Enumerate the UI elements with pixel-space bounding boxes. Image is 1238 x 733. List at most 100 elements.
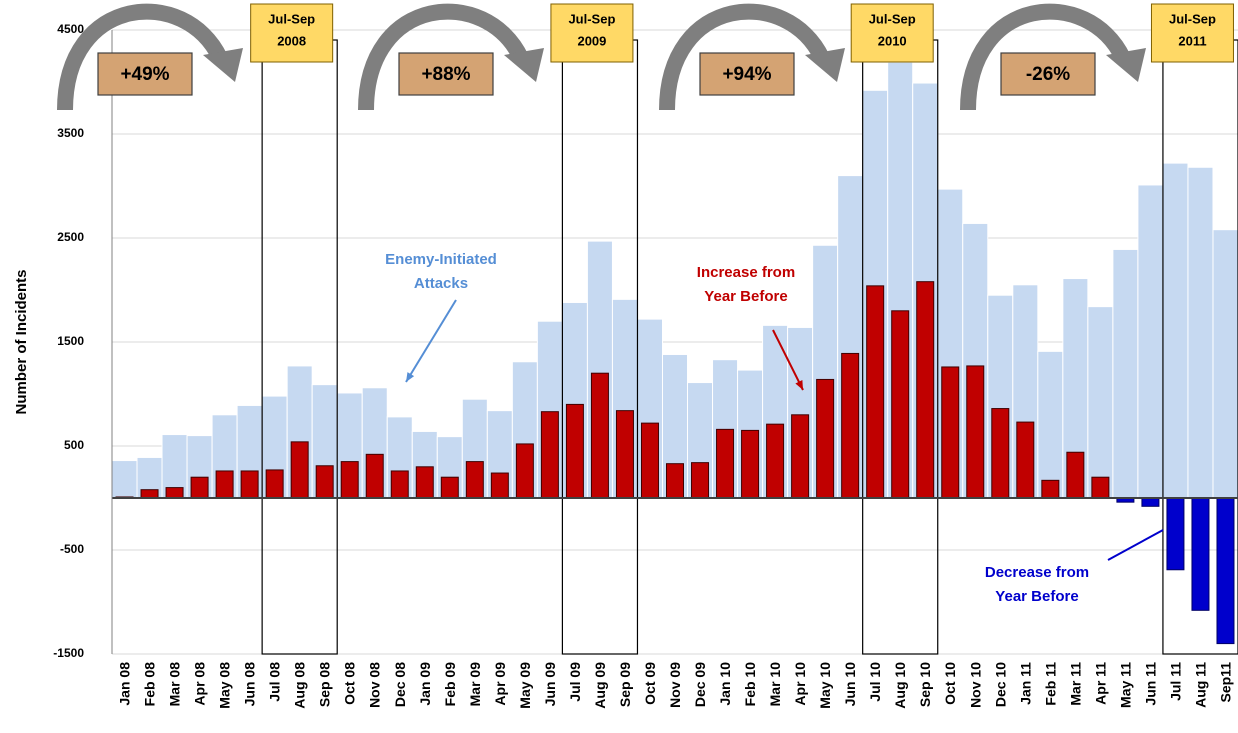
x-tick-label: Apr 08 bbox=[192, 662, 208, 706]
x-tick-label: Nov 10 bbox=[967, 662, 983, 708]
annotation-leader bbox=[1107, 529, 1164, 561]
bar bbox=[165, 487, 184, 499]
bar bbox=[766, 423, 785, 499]
bar bbox=[215, 470, 234, 499]
bar bbox=[916, 281, 935, 499]
x-tick-label: Aug 08 bbox=[292, 662, 308, 709]
trend-arrow bbox=[659, 3, 830, 111]
bar bbox=[365, 453, 384, 499]
x-tick-label: Jun 09 bbox=[542, 662, 558, 707]
y-tick-label: 1500 bbox=[57, 334, 84, 348]
period-label-box bbox=[1150, 3, 1234, 63]
change-label: +49% bbox=[120, 64, 169, 85]
bar bbox=[440, 476, 459, 499]
bar bbox=[841, 352, 860, 499]
change-box bbox=[1000, 52, 1096, 96]
x-tick-label: Jun 10 bbox=[842, 662, 858, 707]
y-tick-label: 500 bbox=[64, 438, 84, 452]
bar bbox=[891, 310, 910, 499]
change-box bbox=[398, 52, 494, 96]
annotation-arrowhead bbox=[406, 372, 415, 382]
x-tick-label: Apr 10 bbox=[792, 662, 808, 706]
change-label: +94% bbox=[722, 64, 771, 85]
bar bbox=[565, 403, 584, 499]
period-label-box bbox=[850, 3, 934, 63]
annotation: Decrease from bbox=[985, 564, 1089, 581]
x-tick-label: Dec 09 bbox=[692, 662, 708, 707]
x-tick-label: May 08 bbox=[217, 662, 233, 709]
period-label-box bbox=[250, 3, 334, 63]
bar bbox=[140, 489, 159, 499]
bar bbox=[816, 378, 835, 499]
bar bbox=[1162, 162, 1189, 499]
x-tick-label: Oct 09 bbox=[642, 662, 658, 705]
x-tick-label: Jun 08 bbox=[242, 662, 258, 707]
bar bbox=[615, 410, 634, 499]
change-label: -26% bbox=[1026, 64, 1070, 85]
bar bbox=[465, 461, 484, 499]
x-tick-label: May 10 bbox=[817, 662, 833, 709]
x-tick-label: Jan 10 bbox=[717, 662, 733, 706]
period-label: Jul-Sep bbox=[268, 11, 315, 26]
annotation: Year Before bbox=[704, 288, 787, 305]
x-tick-label: Aug 11 bbox=[1192, 662, 1208, 708]
x-tick-label: Dec 08 bbox=[392, 662, 408, 707]
x-tick-label: Dec 10 bbox=[992, 662, 1008, 707]
trend-arrowhead bbox=[203, 48, 243, 82]
trend-arrow bbox=[960, 3, 1131, 111]
bar bbox=[1191, 497, 1210, 611]
x-tick-label: Apr 11 bbox=[1092, 662, 1108, 705]
bar bbox=[1091, 476, 1110, 499]
x-tick-label: Nov 09 bbox=[667, 662, 683, 708]
x-tick-label: Apr 09 bbox=[492, 662, 508, 706]
bar bbox=[1112, 248, 1139, 499]
x-tick-label: Feb 10 bbox=[742, 662, 758, 707]
highlight-box bbox=[261, 39, 338, 655]
y-tick-label: 3500 bbox=[57, 126, 84, 140]
x-tick-label: Sep11 bbox=[1217, 662, 1233, 703]
period-label: Jul-Sep bbox=[568, 11, 615, 26]
x-tick-label: Jan 08 bbox=[117, 662, 133, 706]
bar bbox=[1166, 497, 1185, 571]
bar bbox=[490, 472, 509, 499]
y-tick-label: 4500 bbox=[57, 22, 84, 36]
bar bbox=[1216, 497, 1235, 645]
annotation-arrowhead bbox=[795, 380, 803, 390]
bar bbox=[1141, 497, 1160, 507]
period-label: 2009 bbox=[577, 33, 606, 48]
x-tick-label: Jan 11 bbox=[1017, 662, 1033, 705]
bar bbox=[741, 429, 760, 499]
x-tick-label: Aug 09 bbox=[592, 662, 608, 709]
trend-arrow bbox=[57, 3, 228, 111]
bar bbox=[941, 366, 960, 499]
x-tick-label: Jan 09 bbox=[417, 662, 433, 706]
x-tick-label: Jul 09 bbox=[567, 662, 583, 702]
x-tick-label: Jun 11 bbox=[1142, 662, 1158, 706]
bar bbox=[991, 408, 1010, 499]
period-label: 2008 bbox=[277, 33, 306, 48]
annotation: Year Before bbox=[995, 588, 1078, 605]
x-tick-label: Mar 10 bbox=[767, 662, 783, 707]
bar bbox=[390, 470, 409, 499]
bar bbox=[791, 414, 810, 499]
bar bbox=[1041, 479, 1060, 499]
bar bbox=[1212, 229, 1238, 499]
x-tick-label: Sep 10 bbox=[917, 662, 933, 707]
bar bbox=[190, 476, 209, 499]
x-tick-label: Mar 09 bbox=[467, 662, 483, 707]
bar bbox=[1016, 421, 1035, 499]
x-tick-label: Mar 08 bbox=[167, 662, 183, 707]
annotation: Enemy-Initiated bbox=[385, 251, 497, 268]
bar bbox=[1087, 306, 1114, 499]
x-tick-label: Oct 08 bbox=[342, 662, 358, 705]
bar bbox=[866, 285, 885, 499]
bar bbox=[111, 460, 138, 499]
y-tick-label: -500 bbox=[60, 542, 84, 556]
x-tick-label: Oct 10 bbox=[942, 662, 958, 705]
bar bbox=[1187, 166, 1214, 499]
bar bbox=[540, 411, 559, 499]
change-box bbox=[97, 52, 193, 96]
x-tick-label: Feb 09 bbox=[442, 662, 458, 707]
period-label-box bbox=[550, 3, 634, 63]
